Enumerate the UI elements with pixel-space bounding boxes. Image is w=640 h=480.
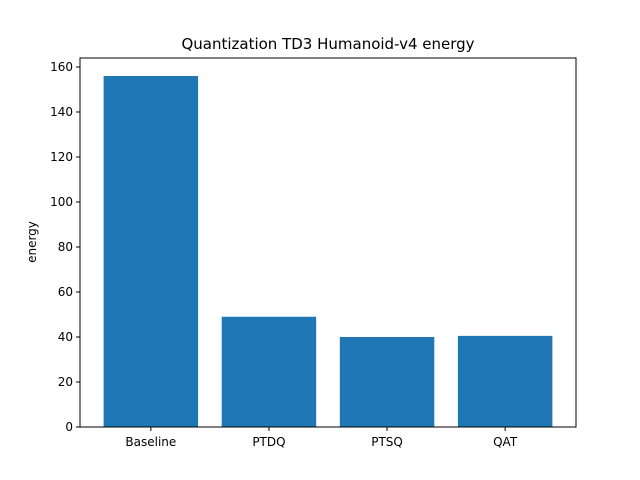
y-axis: 0 20 40 60 80 100 120 140 160: [50, 60, 80, 434]
y-tick-label: 60: [58, 285, 73, 299]
bar-qat: [457, 335, 553, 427]
x-tick-label: QAT: [493, 435, 518, 449]
y-axis-label: energy: [25, 221, 39, 263]
y-tick-label: 0: [65, 420, 73, 434]
y-tick-label: 120: [50, 150, 73, 164]
x-tick-label: PTDQ: [252, 435, 285, 449]
y-tick-label: 160: [50, 60, 73, 74]
y-tick-label: 140: [50, 105, 73, 119]
plot-frame: [79, 57, 577, 428]
bar-ptdq: [221, 316, 317, 427]
x-tick-label: PTSQ: [371, 435, 403, 449]
chart-title: Quantization TD3 Humanoid-v4 energy: [181, 35, 474, 53]
y-tick-label: 100: [50, 195, 73, 209]
x-axis: Baseline PTDQ PTSQ QAT: [125, 427, 518, 449]
y-tick-label: 80: [58, 240, 73, 254]
y-tick-label: 40: [58, 330, 73, 344]
y-tick-label: 20: [58, 375, 73, 389]
x-tick-label: Baseline: [125, 435, 176, 449]
bar-baseline: [103, 76, 199, 427]
bars-group: [103, 76, 553, 427]
bar-ptsq: [339, 337, 435, 427]
